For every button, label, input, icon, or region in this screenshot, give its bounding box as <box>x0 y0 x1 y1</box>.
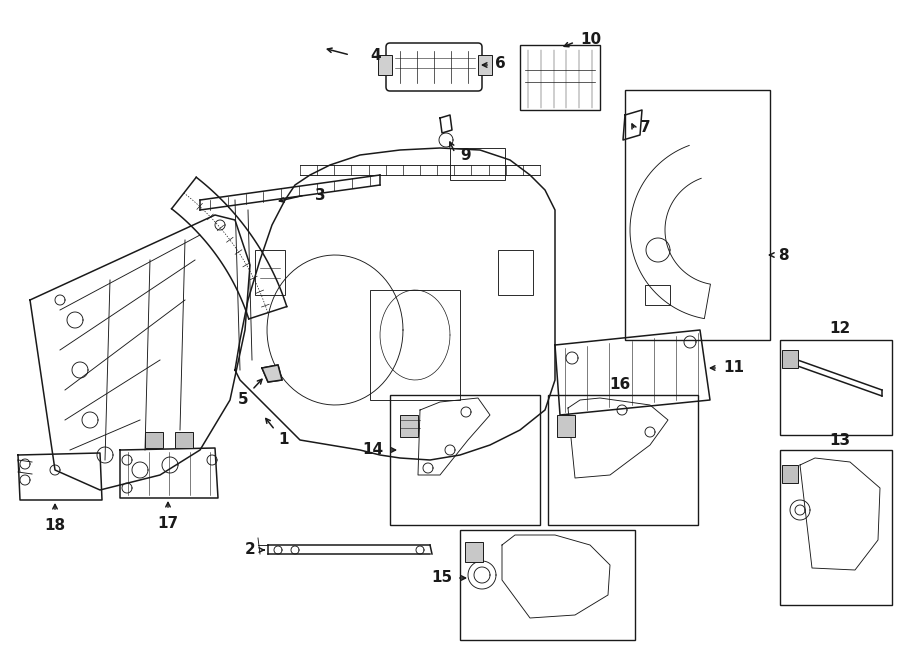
Text: 2: 2 <box>244 543 255 557</box>
Text: 14: 14 <box>362 442 383 457</box>
Text: 4: 4 <box>370 48 381 63</box>
Bar <box>450 148 505 180</box>
Bar <box>780 450 892 605</box>
Text: 8: 8 <box>778 247 788 262</box>
Bar <box>782 350 798 368</box>
Text: 1: 1 <box>278 432 289 447</box>
Text: 5: 5 <box>238 392 248 407</box>
Bar <box>548 395 698 525</box>
Text: 6: 6 <box>495 56 506 71</box>
Bar <box>780 340 892 435</box>
Text: 13: 13 <box>830 433 850 448</box>
Text: 16: 16 <box>609 377 631 392</box>
Text: 17: 17 <box>158 516 178 531</box>
Text: 7: 7 <box>640 120 651 136</box>
Bar <box>465 542 483 562</box>
Bar <box>370 290 460 400</box>
Bar <box>255 250 285 295</box>
Text: 15: 15 <box>431 570 452 586</box>
Bar <box>782 465 798 483</box>
Text: 9: 9 <box>460 147 471 163</box>
Bar <box>557 415 575 437</box>
Bar <box>625 90 770 340</box>
Text: 12: 12 <box>830 321 850 336</box>
Bar <box>390 395 540 525</box>
Text: 18: 18 <box>44 518 66 533</box>
Bar <box>498 250 533 295</box>
Bar <box>145 432 163 448</box>
Bar <box>645 285 670 305</box>
Bar <box>460 530 635 640</box>
Bar <box>175 432 193 448</box>
Polygon shape <box>262 365 282 382</box>
Bar <box>378 55 392 75</box>
Bar <box>400 415 418 437</box>
Text: 11: 11 <box>723 360 744 375</box>
Text: 3: 3 <box>315 188 326 202</box>
Bar <box>478 55 492 75</box>
Text: 10: 10 <box>580 32 601 48</box>
Bar <box>520 45 600 110</box>
